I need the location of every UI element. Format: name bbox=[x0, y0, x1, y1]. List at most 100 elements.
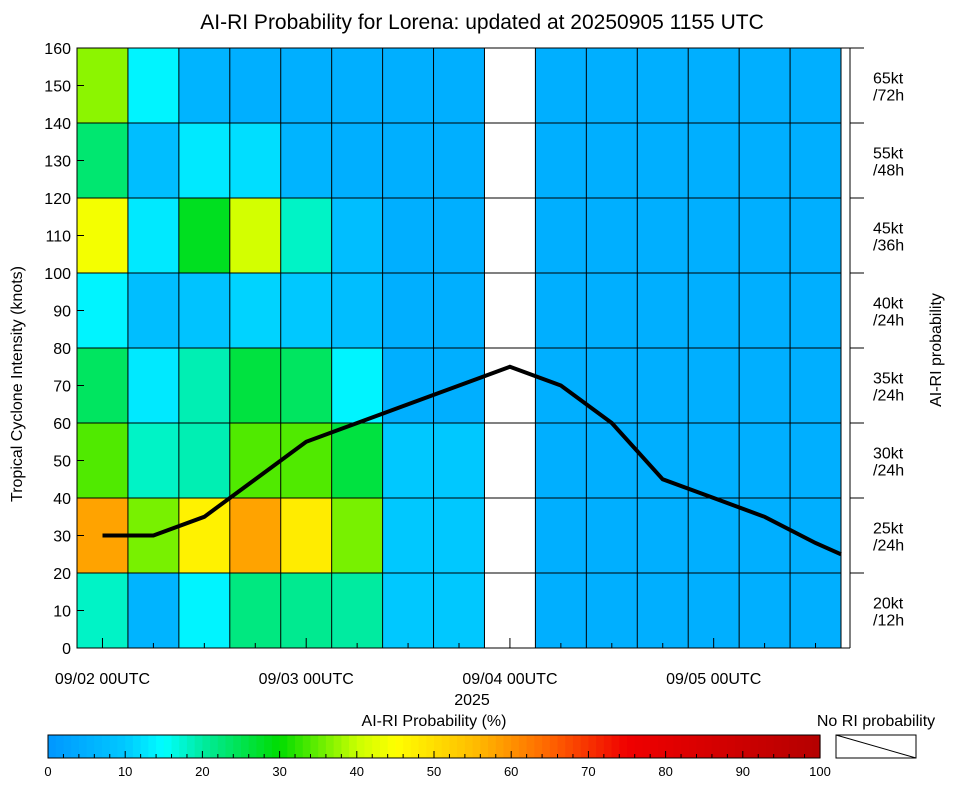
colorbar-segment bbox=[418, 735, 427, 758]
heatmap-cell bbox=[484, 198, 536, 273]
colorbar-segment bbox=[372, 735, 381, 758]
bin-label: 40kt bbox=[873, 296, 904, 313]
colorbar-tick-label: 80 bbox=[658, 764, 672, 779]
bin-label: 25kt bbox=[873, 521, 904, 538]
heatmap-cell bbox=[229, 48, 281, 123]
y-tick-label: 140 bbox=[44, 116, 71, 133]
y-tick-label: 30 bbox=[53, 529, 71, 546]
colorbar-segment bbox=[681, 735, 690, 758]
colorbar-segment bbox=[549, 735, 559, 758]
colorbar-tick-label: 10 bbox=[118, 764, 132, 779]
heatmap-cell bbox=[790, 423, 841, 498]
colorbar-segment bbox=[441, 735, 451, 758]
heatmap-cell bbox=[688, 273, 740, 348]
heatmap-cell bbox=[433, 48, 485, 123]
heatmap-cell bbox=[688, 498, 740, 573]
heatmap-cell bbox=[382, 48, 434, 123]
colorbar-segment bbox=[194, 735, 203, 758]
colorbar-segment bbox=[557, 735, 566, 758]
intensity-forecast-line bbox=[102, 364, 842, 557]
heatmap-cell bbox=[586, 573, 638, 648]
heatmap-cell bbox=[790, 198, 841, 273]
colorbar-segment bbox=[171, 735, 180, 758]
colorbar-segment bbox=[488, 735, 497, 758]
heatmap-cell bbox=[229, 123, 281, 198]
heatmap-cell bbox=[382, 123, 434, 198]
heatmap-cell bbox=[433, 573, 485, 648]
y-axis-label: Tropical Cyclone Intensity (knots) bbox=[9, 266, 26, 502]
colorbar-segment bbox=[248, 735, 258, 758]
heatmap-cell bbox=[382, 498, 434, 573]
heatmap-cell bbox=[535, 423, 587, 498]
colorbar-segment bbox=[132, 735, 142, 758]
colorbar-segment bbox=[125, 735, 134, 758]
heatmap-cell bbox=[382, 423, 434, 498]
colorbar-tick-label: 0 bbox=[44, 764, 51, 779]
bin-label: /24h bbox=[873, 463, 904, 480]
colorbar-segment bbox=[711, 735, 721, 758]
heatmap-cell bbox=[637, 123, 689, 198]
heatmap-cells bbox=[77, 48, 841, 648]
colorbar-segment bbox=[287, 735, 296, 758]
heatmap-cell bbox=[127, 573, 179, 648]
colorbar-segment bbox=[302, 735, 312, 758]
heatmap-cell bbox=[790, 273, 841, 348]
heatmap-cell bbox=[433, 198, 485, 273]
y-tick-label: 40 bbox=[53, 491, 71, 508]
heatmap-cell bbox=[484, 123, 536, 198]
colorbar-segment bbox=[163, 735, 173, 758]
colorbar-segment bbox=[588, 735, 597, 758]
bin-label: 20kt bbox=[873, 596, 904, 613]
colorbar-segment bbox=[727, 735, 736, 758]
colorbar-tick-label: 30 bbox=[272, 764, 286, 779]
colorbar-segment bbox=[688, 735, 698, 758]
colorbar-segment bbox=[241, 735, 250, 758]
heatmap-cell bbox=[484, 423, 536, 498]
heatmap-cell bbox=[739, 273, 791, 348]
colorbar-segment bbox=[511, 735, 520, 758]
heatmap-cell bbox=[535, 48, 587, 123]
colorbar: 0 10 20 30 40 50 60 70 80 90 100 bbox=[44, 734, 831, 779]
colorbar-segment bbox=[627, 735, 636, 758]
colorbar-segment bbox=[356, 735, 366, 758]
heatmap-cell bbox=[77, 123, 128, 198]
colorbar-segment bbox=[781, 735, 790, 758]
heatmap-cell bbox=[688, 198, 740, 273]
y-tick-label: 120 bbox=[44, 191, 71, 208]
heatmap-cell bbox=[280, 273, 332, 348]
colorbar-segment bbox=[464, 735, 474, 758]
bin-label: /36h bbox=[873, 238, 904, 255]
heatmap-cell bbox=[739, 123, 791, 198]
colorbar-segment bbox=[179, 735, 188, 758]
colorbar-segment bbox=[812, 735, 821, 758]
colorbar-segment bbox=[109, 735, 119, 758]
bin-label: /24h bbox=[873, 313, 904, 330]
colorbar-segment bbox=[619, 735, 628, 758]
colorbar-segment bbox=[611, 735, 620, 758]
heatmap-cell bbox=[739, 348, 791, 423]
bin-label: /12h bbox=[873, 613, 904, 630]
heatmap-cell bbox=[229, 573, 281, 648]
heatmap-cell bbox=[77, 48, 128, 123]
colorbar-segment bbox=[210, 735, 219, 758]
heatmap-cell bbox=[331, 573, 383, 648]
heatmap-cell bbox=[77, 423, 128, 498]
colorbar-tick-label: 60 bbox=[504, 764, 518, 779]
heatmap-cell bbox=[586, 48, 638, 123]
y-tick-label: 110 bbox=[45, 229, 71, 246]
heatmap-cell bbox=[739, 48, 791, 123]
colorbar-segment bbox=[349, 735, 358, 758]
heatmap-cell bbox=[280, 123, 332, 198]
colorbar-segment bbox=[148, 735, 157, 758]
heatmap-cell bbox=[178, 498, 230, 573]
colorbar-segment bbox=[387, 735, 396, 758]
colorbar-segment bbox=[580, 735, 589, 758]
heatmap-cell bbox=[77, 273, 128, 348]
colorbar-segment bbox=[673, 735, 682, 758]
bin-label: 30kt bbox=[873, 446, 904, 463]
colorbar-segment bbox=[55, 735, 65, 758]
intensity-line-group bbox=[102, 364, 842, 557]
colorbar-segment bbox=[773, 735, 782, 758]
colorbar-segment bbox=[279, 735, 288, 758]
colorbar-segment bbox=[233, 735, 242, 758]
